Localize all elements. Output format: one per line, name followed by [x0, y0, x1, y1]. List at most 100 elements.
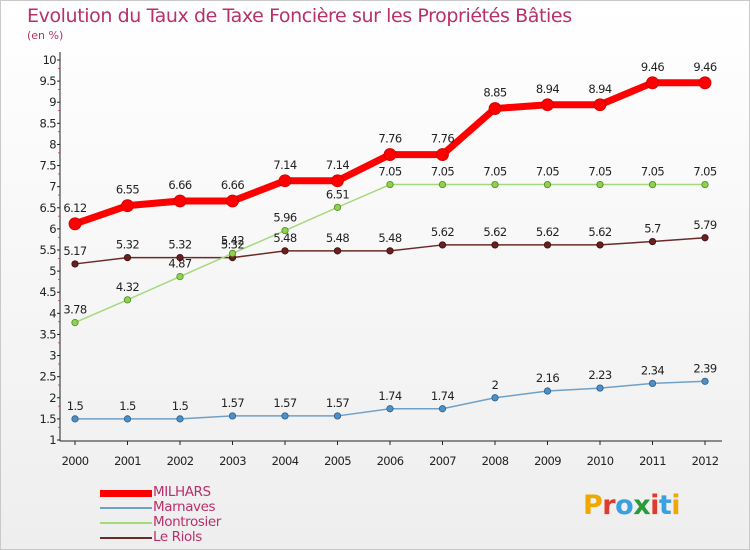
data-point-milhars [436, 148, 449, 161]
data-point-marnaves [386, 405, 394, 413]
data-point-le-riols [543, 241, 552, 249]
legend-item-le-riols: Le Riols [100, 529, 260, 546]
y-tick-label: 4 [49, 306, 56, 320]
data-point-le-riols [281, 247, 289, 255]
data-point-le-riols [701, 234, 709, 242]
data-label-marnaves: 1.74 [378, 389, 401, 403]
data-label-marnaves: 2.39 [693, 361, 716, 375]
y-tick-label: 3.5 [40, 327, 57, 341]
legend-swatch [100, 537, 152, 539]
data-point-marnaves [123, 415, 132, 423]
chart-title: Evolution du Taux de Taxe Foncière sur l… [27, 5, 572, 27]
data-point-milhars [226, 194, 239, 208]
data-point-montrosier [596, 180, 604, 189]
x-tick-label: 2002 [167, 454, 194, 468]
data-label-le-riols: 5.48 [378, 231, 401, 245]
data-point-montrosier [176, 272, 184, 281]
data-label-marnaves: 1.74 [431, 389, 454, 403]
legend-item-marnaves: Marnaves [100, 499, 260, 516]
logo-letter: P [583, 490, 603, 521]
data-label-le-riols: 5.62 [536, 225, 559, 239]
data-point-milhars [278, 174, 292, 188]
y-tick-label: 8 [49, 137, 56, 151]
data-point-milhars [698, 76, 712, 90]
data-label-marnaves: 1.5 [67, 399, 84, 413]
data-point-milhars [593, 98, 607, 112]
data-label-le-riols: 5.32 [168, 238, 191, 252]
data-label-marnaves: 1.57 [273, 396, 296, 410]
x-tick-label: 2005 [324, 454, 351, 468]
data-point-milhars [331, 174, 344, 188]
data-label-montrosier: 6.51 [326, 187, 349, 201]
chart-unit-label: (en %) [27, 29, 64, 42]
y-tick-label: 9 [49, 95, 56, 109]
y-tick-label: 9.5 [40, 74, 57, 88]
data-label-milhars: 6.55 [116, 183, 139, 197]
data-label-montrosier: 5.42 [221, 233, 244, 247]
x-tick-label: 2006 [377, 454, 404, 468]
legend-swatch [100, 507, 152, 509]
data-label-milhars: 8.94 [536, 82, 559, 96]
data-point-montrosier [386, 180, 394, 189]
data-label-milhars: 7.76 [378, 132, 401, 146]
logo-letter: x [633, 490, 651, 521]
data-point-marnaves [228, 412, 237, 420]
data-point-montrosier [438, 180, 447, 189]
data-label-marnaves: 2 [492, 378, 499, 392]
data-label-le-riols: 5.62 [483, 225, 506, 239]
data-point-marnaves [701, 377, 709, 385]
data-label-milhars: 8.85 [483, 86, 506, 100]
x-tick-label: 2000 [62, 454, 89, 468]
data-label-montrosier: 3.78 [63, 303, 86, 317]
data-point-marnaves [648, 379, 657, 388]
y-tick-label: 1 [49, 433, 56, 447]
data-label-marnaves: 2.16 [536, 371, 559, 385]
data-point-milhars [541, 98, 554, 112]
y-tick-label: 10 [43, 53, 57, 67]
data-label-le-riols: 5.32 [116, 238, 139, 252]
logo-letter: t [658, 490, 672, 521]
legend-item-montrosier: Montrosier [100, 514, 260, 531]
data-label-montrosier: 4.87 [168, 257, 191, 271]
data-point-montrosier [71, 319, 79, 327]
legend-label: MILHARS [153, 484, 211, 500]
data-point-montrosier [701, 180, 709, 189]
legend-swatch [100, 489, 152, 497]
y-tick-label: 3 [49, 349, 56, 363]
y-tick-label: 8.5 [40, 116, 57, 130]
data-label-milhars: 9.46 [641, 60, 664, 74]
data-point-marnaves [333, 412, 342, 420]
x-tick-label: 2011 [639, 454, 666, 468]
legend-label: Marnaves [153, 499, 216, 515]
data-point-milhars [121, 199, 134, 213]
data-point-montrosier [491, 180, 499, 189]
data-point-montrosier [333, 203, 342, 211]
data-label-le-riols: 5.32 [221, 238, 244, 252]
data-label-milhars: 6.12 [63, 201, 86, 215]
x-tick-label: 2001 [114, 454, 141, 468]
x-tick-label: 2008 [482, 454, 509, 468]
y-tick-label: 6.5 [40, 201, 57, 215]
proxiti-logo: Proxiti [583, 490, 681, 521]
data-label-marnaves: 1.5 [172, 399, 189, 413]
data-point-montrosier [123, 296, 132, 304]
data-label-montrosier: 7.05 [641, 165, 664, 179]
data-label-milhars: 6.66 [221, 178, 244, 192]
data-point-montrosier [648, 180, 657, 189]
data-point-le-riols [491, 241, 499, 249]
data-point-milhars [173, 194, 187, 208]
data-label-marnaves: 1.5 [119, 399, 136, 413]
data-point-le-riols [123, 254, 132, 262]
data-point-montrosier [281, 226, 289, 235]
data-point-le-riols [648, 237, 657, 246]
data-label-milhars: 8.94 [588, 82, 611, 96]
legend-item-milhars: MILHARS [100, 484, 260, 501]
data-point-le-riols [386, 247, 394, 255]
data-label-le-riols: 5.48 [273, 231, 296, 245]
logo-letter: r [602, 490, 616, 521]
data-point-milhars [488, 102, 502, 115]
data-label-le-riols: 5.17 [63, 244, 86, 258]
data-point-le-riols [596, 241, 604, 249]
data-point-marnaves [71, 415, 79, 423]
x-tick-label: 2010 [587, 454, 614, 468]
